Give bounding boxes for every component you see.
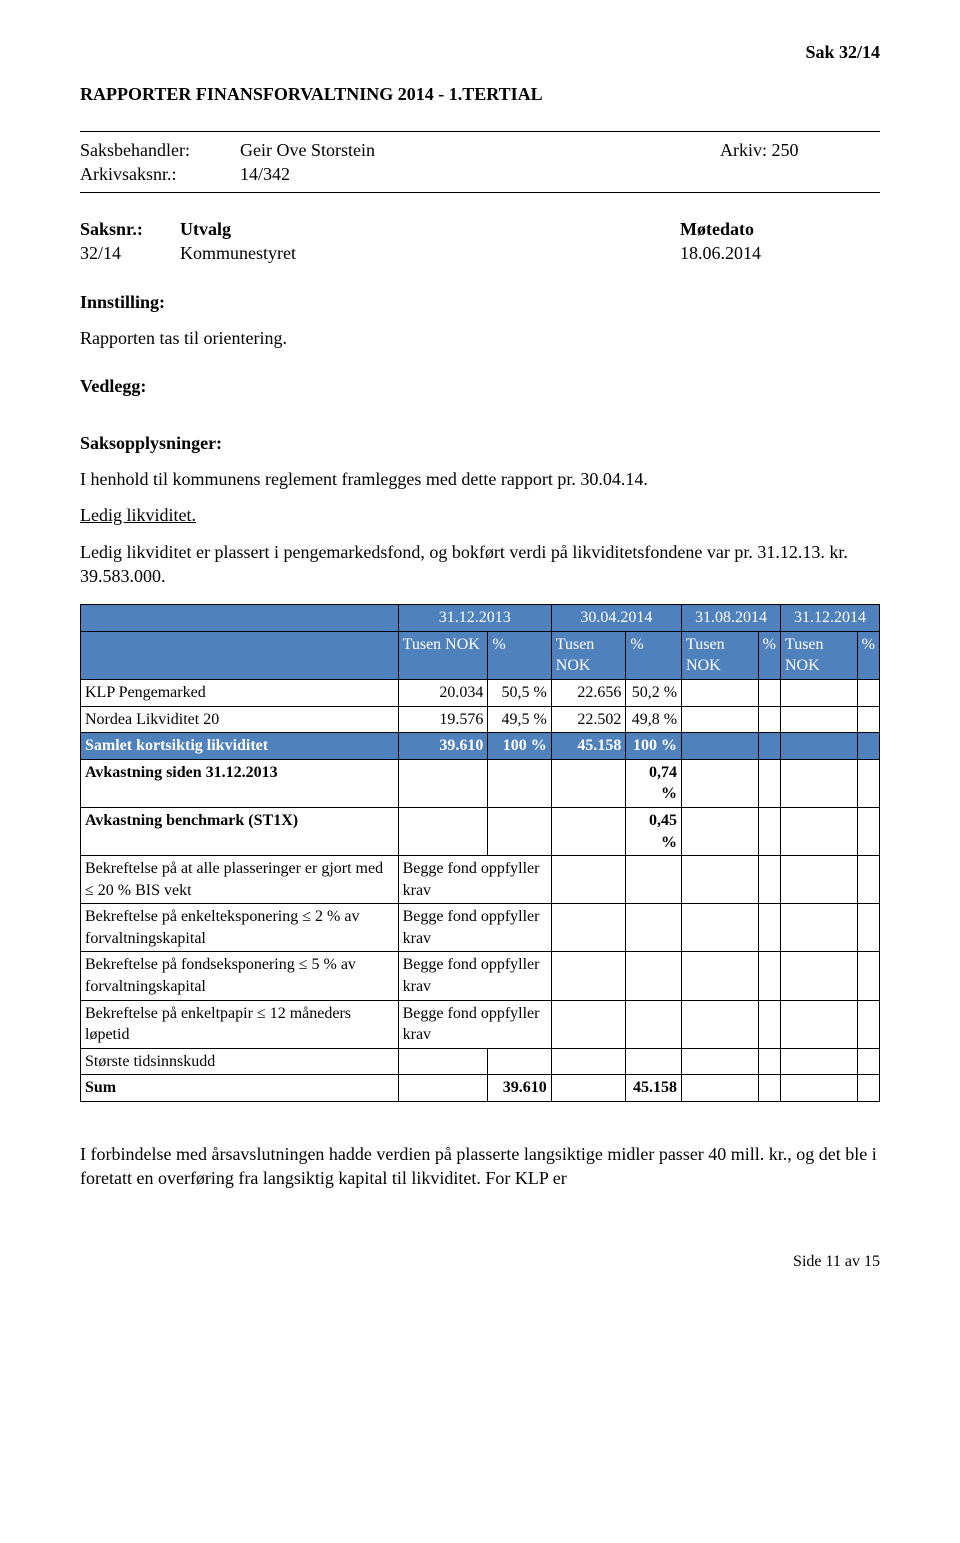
table-row-bekreft: Bekreftelse på enkelteksponering ≤ 2 % a… [81, 904, 880, 952]
cell-text: Begge fond oppfyller krav [398, 856, 551, 904]
table-row-bekreft: Bekreftelse på enkeltpapir ≤ 12 måneders… [81, 1000, 880, 1048]
row-label: Største tidsinnskudd [81, 1048, 399, 1075]
sak-data-motedato: 18.06.2014 [680, 241, 880, 265]
page-title: RAPPORTER FINANSFORVALTNING 2014 - 1.TER… [80, 82, 880, 106]
sub-pct-4: % [857, 631, 879, 679]
sub-pct-3: % [758, 631, 780, 679]
table-row-sum: Sum 39.610 45.158 [81, 1075, 880, 1102]
table-header-dates: 31.12.2013 30.04.2014 31.08.2014 31.12.2… [81, 605, 880, 632]
divider-top [80, 131, 880, 132]
sub-tusen-3: Tusen NOK [682, 631, 759, 679]
sub-tusen-2: Tusen NOK [551, 631, 626, 679]
row-label: Bekreftelse på at alle plasseringer er g… [81, 856, 399, 904]
row-label: Avkastning siden 31.12.2013 [81, 759, 399, 807]
table-row: KLP Pengemarked 20.034 50,5 % 22.656 50,… [81, 679, 880, 706]
cell-value: 22.656 [551, 679, 626, 706]
innstilling-heading: Innstilling: [80, 290, 880, 314]
row-label: Samlet kortsiktig likviditet [81, 733, 399, 760]
ledig-likviditet-heading: Ledig likviditet. [80, 503, 880, 527]
sak-header-motedato: Møtedato [680, 217, 880, 241]
case-number-top: Sak 32/14 [80, 40, 880, 64]
cell-value: 45.158 [551, 733, 626, 760]
sak-header-saksnr: Saksnr.: [80, 217, 180, 241]
cell-pct: 100 % [626, 733, 682, 760]
arkiv-label: Arkiv: 250 [720, 138, 880, 162]
table-row-samlet: Samlet kortsiktig likviditet 39.610 100 … [81, 733, 880, 760]
date-col-3: 31.08.2014 [682, 605, 781, 632]
meta-block: Saksbehandler: Geir Ove Storstein Arkiv:… [80, 138, 880, 187]
saksopplysninger-body: I henhold til kommunens reglement framle… [80, 467, 880, 491]
sub-pct-2: % [626, 631, 682, 679]
saksopplysninger-heading: Saksopplysninger: [80, 431, 880, 455]
cell-pct: 0,74 % [626, 759, 682, 807]
row-label: Bekreftelse på enkeltpapir ≤ 12 måneders… [81, 1000, 399, 1048]
table-row-bekreft: Bekreftelse på at alle plasseringer er g… [81, 856, 880, 904]
cell-text: Begge fond oppfyller krav [398, 904, 551, 952]
cell-value: 39.610 [488, 1075, 551, 1102]
date-col-4: 31.12.2014 [780, 605, 879, 632]
row-label: Avkastning benchmark (ST1X) [81, 807, 399, 855]
ledig-likviditet-body: Ledig likviditet er plassert i pengemark… [80, 540, 880, 589]
cell-value: 45.158 [626, 1075, 682, 1102]
row-label: Bekreftelse på fondseksponering ≤ 5 % av… [81, 952, 399, 1000]
row-label: Nordea Likviditet 20 [81, 706, 399, 733]
sub-tusen-4: Tusen NOK [780, 631, 857, 679]
table-row-avkastning: Avkastning siden 31.12.2013 0,74 % [81, 759, 880, 807]
page-footer: Side 11 av 15 [80, 1251, 880, 1273]
cell-text: Begge fond oppfyller krav [398, 952, 551, 1000]
sub-pct-1: % [488, 631, 551, 679]
arkivsaksnr-value: 14/342 [240, 162, 720, 186]
sak-header-utvalg: Utvalg [180, 217, 680, 241]
date-col-2: 30.04.2014 [551, 605, 681, 632]
row-label: Bekreftelse på enkelteksponering ≤ 2 % a… [81, 904, 399, 952]
saksbehandler-label: Saksbehandler: [80, 138, 240, 162]
sak-data-row: 32/14 Kommunestyret 18.06.2014 [80, 241, 880, 265]
divider-bottom [80, 192, 880, 193]
cell-pct: 50,2 % [626, 679, 682, 706]
table-header-sub: Tusen NOK % Tusen NOK % Tusen NOK % Tuse… [81, 631, 880, 679]
vedlegg-heading: Vedlegg: [80, 374, 880, 398]
table-row-storste: Største tidsinnskudd [81, 1048, 880, 1075]
date-col-1: 31.12.2013 [398, 605, 551, 632]
cell-pct: 49,8 % [626, 706, 682, 733]
table-row-benchmark: Avkastning benchmark (ST1X) 0,45 % [81, 807, 880, 855]
arkivsaksnr-label: Arkivsaksnr.: [80, 162, 240, 186]
cell-text: Begge fond oppfyller krav [398, 1000, 551, 1048]
table-row-bekreft: Bekreftelse på fondseksponering ≤ 5 % av… [81, 952, 880, 1000]
row-label: KLP Pengemarked [81, 679, 399, 706]
finance-table: 31.12.2013 30.04.2014 31.08.2014 31.12.2… [80, 604, 880, 1102]
cell-pct: 50,5 % [488, 679, 551, 706]
sak-header-row: Saksnr.: Utvalg Møtedato [80, 217, 880, 241]
innstilling-body: Rapporten tas til orientering. [80, 326, 880, 350]
cell-pct: 49,5 % [488, 706, 551, 733]
cell-pct: 0,45 % [626, 807, 682, 855]
sak-data-utvalg: Kommunestyret [180, 241, 680, 265]
row-label: Sum [81, 1075, 399, 1102]
cell-pct: 100 % [488, 733, 551, 760]
cell-value: 20.034 [398, 679, 488, 706]
sak-data-saksnr: 32/14 [80, 241, 180, 265]
cell-value: 22.502 [551, 706, 626, 733]
table-row: Nordea Likviditet 20 19.576 49,5 % 22.50… [81, 706, 880, 733]
cell-value: 39.610 [398, 733, 488, 760]
cell-value: 19.576 [398, 706, 488, 733]
sub-tusen-1: Tusen NOK [398, 631, 488, 679]
saksbehandler-value: Geir Ove Storstein [240, 138, 720, 162]
after-table-paragraph: I forbindelse med årsavslutningen hadde … [80, 1142, 880, 1191]
